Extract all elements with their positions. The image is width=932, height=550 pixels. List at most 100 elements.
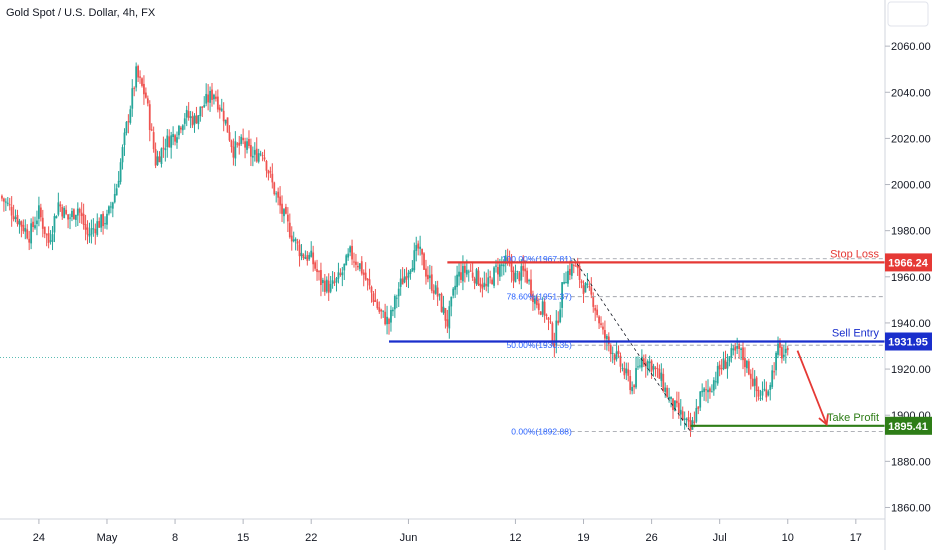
price-tag-label: 1931.95: [888, 337, 928, 349]
projection-arrow-head: [818, 414, 829, 427]
candle-body: [277, 191, 280, 198]
candle-body: [463, 265, 466, 273]
candle-body: [526, 270, 529, 283]
y-tick-label: 1980.00: [891, 226, 931, 238]
candle-body: [481, 284, 484, 289]
x-tick-label: 24: [33, 532, 45, 544]
candle-body: [458, 271, 460, 277]
candle-body: [567, 270, 569, 284]
candle-body: [670, 396, 672, 399]
candle-body: [279, 196, 281, 206]
fib-level-label: 50.00%(1930.35): [507, 340, 572, 350]
candle-body: [80, 212, 83, 217]
candle-body: [563, 281, 565, 284]
candle-body: [672, 398, 674, 410]
candle-body: [668, 396, 670, 399]
candle-body: [545, 314, 548, 316]
candle-body: [34, 225, 36, 229]
candle-body: [183, 118, 186, 124]
y-tick-label: 1960.00: [891, 272, 931, 284]
candle-body: [156, 156, 159, 165]
candle-body: [732, 348, 735, 351]
candle-body: [345, 255, 348, 266]
candle-body: [312, 252, 315, 265]
candle-body: [121, 147, 124, 163]
candle-body: [372, 293, 375, 303]
candle-body: [174, 135, 176, 142]
candle-body: [648, 361, 651, 364]
candle-body: [446, 319, 449, 327]
candle-body: [102, 213, 104, 227]
candle-body: [275, 193, 278, 195]
candle-body: [304, 257, 307, 260]
x-tick-label: 10: [782, 532, 794, 544]
candle-body: [222, 110, 225, 122]
candle-body: [485, 283, 488, 286]
candle-body: [265, 160, 268, 171]
candle-body: [137, 66, 139, 78]
candle-body: [152, 132, 155, 150]
candle-body: [226, 117, 229, 133]
candle-body: [724, 360, 727, 369]
y-tick-label: 1860.00: [891, 502, 931, 514]
candle-body: [55, 216, 58, 219]
candle-body: [65, 209, 68, 214]
candle-body: [623, 368, 626, 376]
candle-body: [230, 140, 233, 147]
candle-body: [475, 269, 478, 285]
candle-body: [187, 111, 190, 118]
candle-body: [360, 261, 363, 274]
candle-body: [763, 388, 766, 391]
candle-body: [555, 320, 558, 346]
candle-body: [600, 323, 602, 325]
candle-body: [407, 272, 410, 278]
candle-body: [777, 343, 779, 355]
candle-body: [465, 269, 468, 275]
candle-body: [753, 378, 756, 386]
candle-body: [113, 194, 116, 203]
candles: [1, 62, 789, 437]
candle-body: [362, 272, 365, 275]
candle-body: [205, 93, 208, 104]
candle-body: [405, 276, 408, 280]
candle-body: [553, 343, 556, 347]
candle-body: [158, 156, 161, 163]
candle-body: [498, 264, 501, 277]
candle-body: [84, 223, 87, 230]
candle-body: [728, 356, 731, 362]
candle-body: [207, 94, 210, 103]
candle-body: [716, 366, 719, 384]
candle-body: [26, 229, 29, 239]
candle-body: [160, 148, 163, 165]
candle-body: [746, 360, 748, 369]
candle-body: [267, 170, 270, 174]
candle-body: [722, 358, 725, 370]
candle-body: [652, 365, 655, 370]
candle-body: [592, 296, 595, 307]
candle-body: [611, 352, 614, 354]
candle-body: [378, 307, 381, 312]
settings-button[interactable]: [887, 1, 929, 27]
price-tag-label: 1966.24: [888, 257, 929, 269]
candle-body: [434, 285, 437, 294]
candle-body: [399, 278, 402, 287]
candle-body: [74, 214, 77, 220]
candle-body: [771, 370, 774, 387]
candle-body: [318, 271, 320, 273]
candle-body: [325, 279, 328, 292]
price-tag: [885, 416, 932, 435]
candle-body: [364, 272, 367, 280]
candle-body: [528, 280, 530, 282]
candle-body: [584, 282, 587, 293]
candle-body: [495, 265, 497, 267]
candle-body: [401, 278, 404, 285]
candle-body: [24, 228, 27, 232]
candle-body: [191, 116, 194, 126]
candle-body: [417, 243, 420, 249]
candle-body: [744, 358, 746, 368]
candle-body: [395, 297, 398, 299]
candle-body: [767, 391, 770, 396]
candle-body: [133, 87, 136, 89]
candle-body: [586, 283, 589, 285]
